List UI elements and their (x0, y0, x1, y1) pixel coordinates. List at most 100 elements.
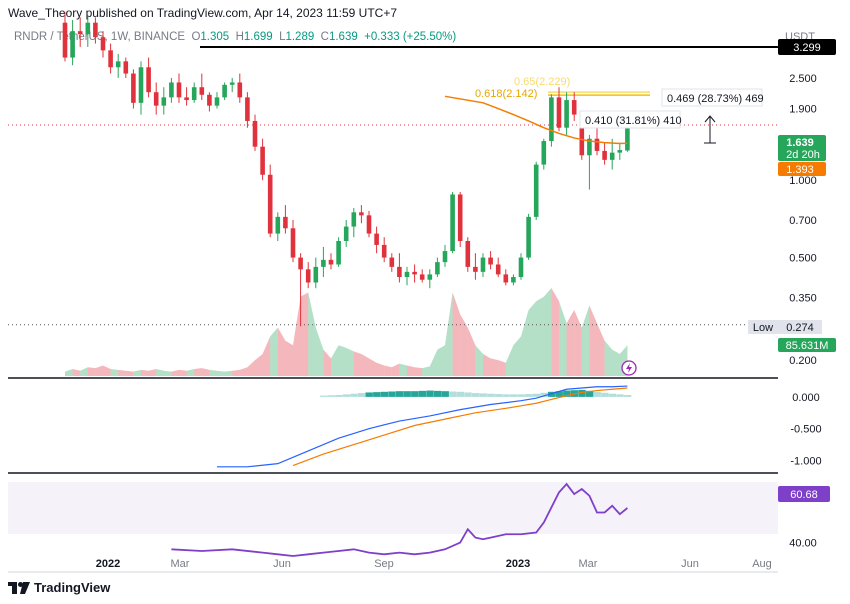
candle-body (85, 22, 91, 35)
macd-histogram-bar (585, 390, 594, 397)
volume-area-segment (429, 349, 438, 376)
high-label: H (235, 31, 244, 43)
volume-area-segment (528, 301, 537, 376)
volume-area-segment (118, 369, 126, 376)
volume-area-segment (612, 349, 620, 376)
price-tick-label: 2.500 (789, 73, 817, 85)
low-price-tag (778, 320, 822, 334)
macd-histogram-bar (327, 395, 335, 397)
macd-histogram-bar (563, 390, 571, 397)
volume-area-segment (110, 368, 119, 376)
candle-body (571, 100, 577, 115)
candle-body (115, 61, 121, 68)
volume-area-segment (277, 327, 286, 376)
rsi-value-label: 60.68 (790, 489, 818, 501)
symbol-name[interactable]: RNDR / TetherUS, 1W, BINANCE (14, 31, 186, 43)
volume-area-segment (566, 310, 575, 376)
volume-area-segment (163, 370, 172, 376)
candle-body (480, 257, 486, 272)
close-value: 1.639 (328, 31, 358, 43)
volume-area-segment (581, 305, 590, 376)
candle-body (321, 259, 326, 267)
time-tick-label: Jun (681, 558, 699, 570)
time-tick-label: 2023 (506, 558, 530, 570)
macd-histogram-bar (388, 391, 396, 397)
candle-body (359, 212, 364, 216)
macd-histogram-bar (487, 393, 495, 397)
macd-histogram-bar (418, 390, 427, 397)
candle-body (366, 215, 372, 234)
low-label-tag (748, 320, 778, 334)
volume-area-segment (186, 368, 195, 376)
price-tick-label: 0.350 (789, 292, 817, 304)
change-value: +0.333 (+25.50%) (364, 31, 457, 43)
volume-area-segment (232, 369, 240, 376)
volume-area-segment (179, 369, 187, 376)
macd-histogram-bar (350, 393, 358, 397)
volume-area-segment (399, 363, 407, 376)
candle-body (70, 31, 75, 58)
volume-area-segment (498, 360, 506, 376)
candle-body (495, 264, 501, 275)
candle-body (184, 97, 189, 101)
volume-area-segment (452, 292, 461, 376)
ema-price-tag (778, 162, 826, 176)
macd-histogram-bar (517, 394, 525, 397)
volume-area-segment (308, 292, 316, 376)
low-price-label: 0.274 (786, 322, 814, 334)
volume-area-segment (133, 369, 141, 376)
macd-tick-label: -0.500 (790, 424, 821, 436)
candle-body (389, 257, 395, 267)
volume-area-segment (194, 368, 202, 376)
volume-area-segment (270, 327, 278, 376)
macd-histogram-bar (502, 394, 510, 397)
volume-area-segment (293, 296, 301, 376)
macd-histogram-bar (532, 393, 541, 397)
tradingview-logo[interactable]: TradingView (8, 580, 110, 595)
fib-label-faded: 0.65(2.229) (514, 76, 570, 88)
volume-area-segment (141, 369, 149, 376)
volume-area-segment (384, 365, 392, 376)
volume-area-segment (445, 292, 453, 376)
volume-area-segment (224, 370, 233, 376)
volume-area-segment (201, 368, 210, 376)
candle-body (609, 152, 615, 160)
candle-body (511, 277, 516, 283)
candle-body (533, 164, 539, 217)
volume-area-segment (87, 367, 96, 376)
volume-area-segment (346, 347, 354, 376)
volume-area-segment (422, 366, 430, 376)
macd-histogram-bar (456, 391, 465, 397)
volume-area-segment (467, 327, 476, 376)
price-tick-label: 1.000 (789, 175, 817, 187)
candle-body (442, 251, 448, 263)
candle-body (100, 37, 106, 51)
volume-area-segment (65, 368, 73, 376)
candle-body (153, 92, 159, 106)
candle-body (579, 114, 585, 156)
candle-body (176, 82, 182, 98)
candle-body (214, 97, 220, 106)
candle-body (283, 216, 288, 229)
macd-histogram-bar (411, 391, 419, 397)
macd-line (217, 385, 628, 468)
volume-area-segment (490, 358, 499, 376)
time-tick-label: Sep (374, 558, 394, 570)
resistance-price-tag (778, 38, 836, 55)
macd-histogram-bar (433, 390, 442, 397)
measure-box-2 (661, 88, 763, 107)
macd-histogram-bar (593, 391, 601, 397)
macd-histogram-bar (608, 393, 617, 397)
macd-histogram-bar (403, 391, 411, 397)
candle-body (298, 257, 303, 270)
volume-area-segment (505, 345, 514, 376)
volume-area-segment (391, 363, 400, 376)
measure-box-1 (579, 110, 681, 129)
volume-area-segment (80, 367, 88, 376)
volume-area-segment (475, 345, 483, 376)
candle-body (435, 262, 440, 275)
candle-body (602, 150, 607, 160)
candle-body (123, 61, 129, 74)
rsi-line (171, 482, 628, 557)
